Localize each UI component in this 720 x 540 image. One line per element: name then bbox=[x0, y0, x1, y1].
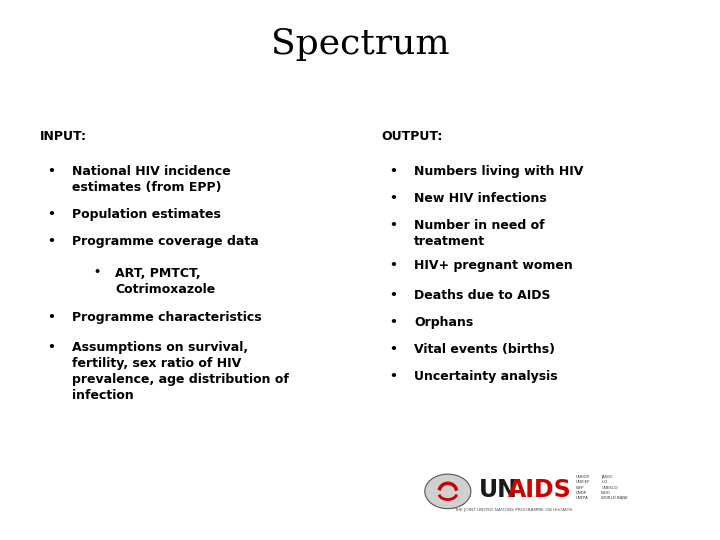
Text: National HIV incidence
estimates (from EPP): National HIV incidence estimates (from E… bbox=[72, 165, 230, 194]
Text: Spectrum: Spectrum bbox=[271, 27, 449, 61]
Text: •: • bbox=[389, 289, 397, 302]
Text: •: • bbox=[94, 267, 101, 278]
Text: HIV+ pregnant women: HIV+ pregnant women bbox=[414, 259, 572, 272]
Text: INPUT:: INPUT: bbox=[40, 130, 86, 143]
Text: Assumptions on survival,
fertility, sex ratio of HIV
prevalence, age distributio: Assumptions on survival, fertility, sex … bbox=[72, 341, 289, 402]
Text: •: • bbox=[389, 192, 397, 205]
Text: OUTPUT:: OUTPUT: bbox=[382, 130, 443, 143]
Circle shape bbox=[425, 474, 471, 509]
Text: •: • bbox=[47, 235, 55, 248]
Text: New HIV infections: New HIV infections bbox=[414, 192, 546, 205]
Text: UN: UN bbox=[479, 478, 518, 502]
Text: Vital events (births): Vital events (births) bbox=[414, 343, 555, 356]
Text: Number in need of
treatment: Number in need of treatment bbox=[414, 219, 544, 248]
Text: •: • bbox=[389, 343, 397, 356]
Text: ART, PMTCT,
Cotrimoxazole: ART, PMTCT, Cotrimoxazole bbox=[115, 267, 215, 296]
Text: •: • bbox=[47, 208, 55, 221]
Text: •: • bbox=[389, 370, 397, 383]
Text: THE JOINT UNITED NATIONS PROGRAMME ON HIV/AIDS: THE JOINT UNITED NATIONS PROGRAMME ON HI… bbox=[454, 508, 572, 511]
Text: •: • bbox=[389, 165, 397, 178]
Text: Orphans: Orphans bbox=[414, 316, 473, 329]
Text: •: • bbox=[47, 341, 55, 354]
Text: JASOC
ILO
UNESCO
WHO
WORLD BANK: JASOC ILO UNESCO WHO WORLD BANK bbox=[601, 475, 628, 500]
Text: •: • bbox=[389, 259, 397, 272]
Text: AIDS: AIDS bbox=[508, 478, 572, 502]
Text: •: • bbox=[389, 219, 397, 232]
Text: Programme coverage data: Programme coverage data bbox=[72, 235, 258, 248]
Text: Population estimates: Population estimates bbox=[72, 208, 221, 221]
Text: Programme characteristics: Programme characteristics bbox=[72, 310, 261, 323]
Text: Numbers living with HIV: Numbers living with HIV bbox=[414, 165, 583, 178]
Text: •: • bbox=[389, 316, 397, 329]
Text: •: • bbox=[47, 165, 55, 178]
Text: Deaths due to AIDS: Deaths due to AIDS bbox=[414, 289, 551, 302]
Text: •: • bbox=[47, 310, 55, 323]
Text: UNHCR
UNICEF
WFP
UNDP
UNFPA: UNHCR UNICEF WFP UNDP UNFPA bbox=[576, 475, 590, 500]
Text: Uncertainty analysis: Uncertainty analysis bbox=[414, 370, 557, 383]
